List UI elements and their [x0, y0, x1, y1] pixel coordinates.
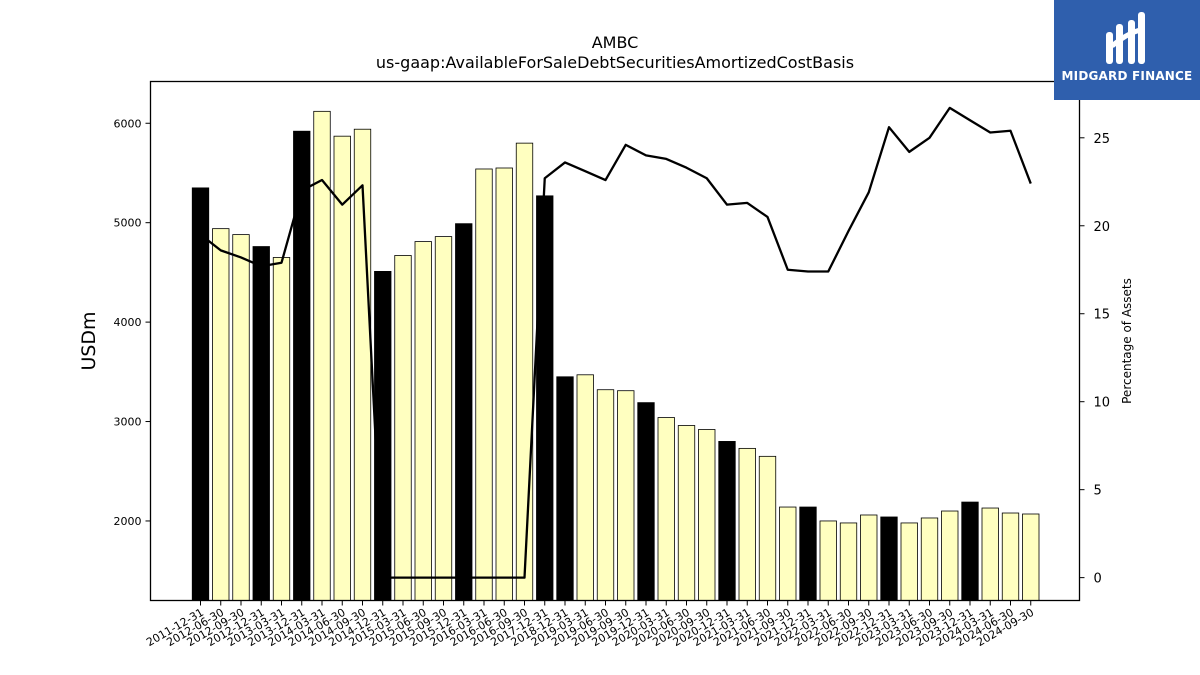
bar-2024-06-30 — [1001, 512, 1020, 601]
bar-2012-09-30 — [232, 234, 250, 601]
y-axis-right: 0 5 10 15 20 25 — [1079, 132, 1111, 587]
bar-2024-03-31 — [981, 507, 999, 601]
bar-2021-12-31 — [799, 506, 817, 601]
bar-2011-12-31 — [191, 187, 210, 601]
bar-2015-09-30 — [434, 236, 453, 601]
bar-2019-09-30 — [617, 390, 635, 601]
bar-2023-12-31 — [961, 501, 979, 601]
bar-2021-06-30 — [758, 455, 777, 601]
y2-tick-label-20: 20 — [1094, 220, 1111, 235]
bar-2013-03-31 — [272, 257, 291, 601]
bar-2022-06-30 — [839, 522, 858, 601]
y2-tick-label-0: 0 — [1094, 572, 1102, 587]
bar-2020-03-31 — [657, 417, 675, 601]
y-tick-label-5000: 5000 — [114, 217, 142, 230]
bar-2021-03-31 — [738, 447, 756, 601]
bar-2015-06-30 — [414, 241, 432, 601]
logo-mark-icon — [1106, 12, 1145, 64]
bar-2016-03-31 — [475, 168, 493, 601]
midgard-finance-logo: MIDGARD FINANCE — [1054, 0, 1200, 100]
bar-2015-03-31 — [394, 255, 412, 601]
plot-frame — [149, 80, 1081, 602]
bar-2019-12-31 — [637, 402, 655, 601]
bar-2022-12-31 — [880, 516, 898, 601]
bar-2018-12-31 — [556, 376, 574, 601]
bar-2015-12-31 — [455, 223, 473, 601]
bar-2022-09-30 — [860, 514, 878, 601]
y2-tick-label-15: 15 — [1094, 308, 1111, 323]
bar-2023-06-30 — [920, 517, 939, 601]
bar-2013-12-31 — [293, 130, 311, 601]
y-tick-label-2000: 2000 — [114, 515, 142, 528]
bar-2014-06-30 — [333, 135, 351, 601]
bar-2016-06-30 — [495, 167, 513, 601]
bar-2020-09-30 — [698, 429, 716, 601]
y-tick-label-3000: 3000 — [114, 416, 142, 429]
y-axis-label: USDm — [78, 311, 100, 370]
bar-2014-03-31 — [313, 110, 331, 601]
bar-2023-09-30 — [941, 510, 959, 601]
bar-2016-09-30 — [515, 142, 534, 601]
y2-tick-label-10: 10 — [1094, 396, 1111, 411]
bar-2023-03-31 — [900, 522, 918, 601]
bar-2019-06-30 — [596, 389, 615, 601]
x-axis: 2011-12-312012-06-302012-09-302012-12-31… — [144, 600, 1036, 649]
y-tick-label-6000: 6000 — [114, 117, 142, 130]
bar-2014-12-31 — [374, 270, 392, 601]
bar-2017-12-31 — [536, 195, 554, 601]
bar-2024-09-30 — [1022, 513, 1040, 601]
bar-2019-03-31 — [576, 374, 594, 601]
y2-tick-label-25: 25 — [1094, 132, 1111, 147]
bar-2012-06-30 — [212, 228, 230, 601]
bar-2022-03-31 — [819, 520, 837, 601]
bar-2020-06-30 — [677, 425, 696, 601]
y2-tick-label-5: 5 — [1094, 484, 1102, 499]
chart-subtitle: us-gaap:AvailableForSaleDebtSecuritiesAm… — [376, 53, 854, 72]
chart-title: AMBC — [592, 33, 639, 52]
logo-text: MIDGARD FINANCE — [1061, 69, 1193, 83]
y2-axis-label: Percentage of Assets — [1120, 278, 1134, 404]
y-axis-left: 2000 3000 4000 5000 6000 — [114, 117, 151, 528]
bar-2021-09-30 — [779, 506, 797, 601]
y-tick-label-4000: 4000 — [114, 316, 142, 329]
percentage-line — [199, 106, 1032, 579]
bar-2020-12-31 — [718, 441, 736, 601]
bar-series — [191, 110, 1040, 601]
bar-2012-12-31 — [252, 246, 270, 601]
